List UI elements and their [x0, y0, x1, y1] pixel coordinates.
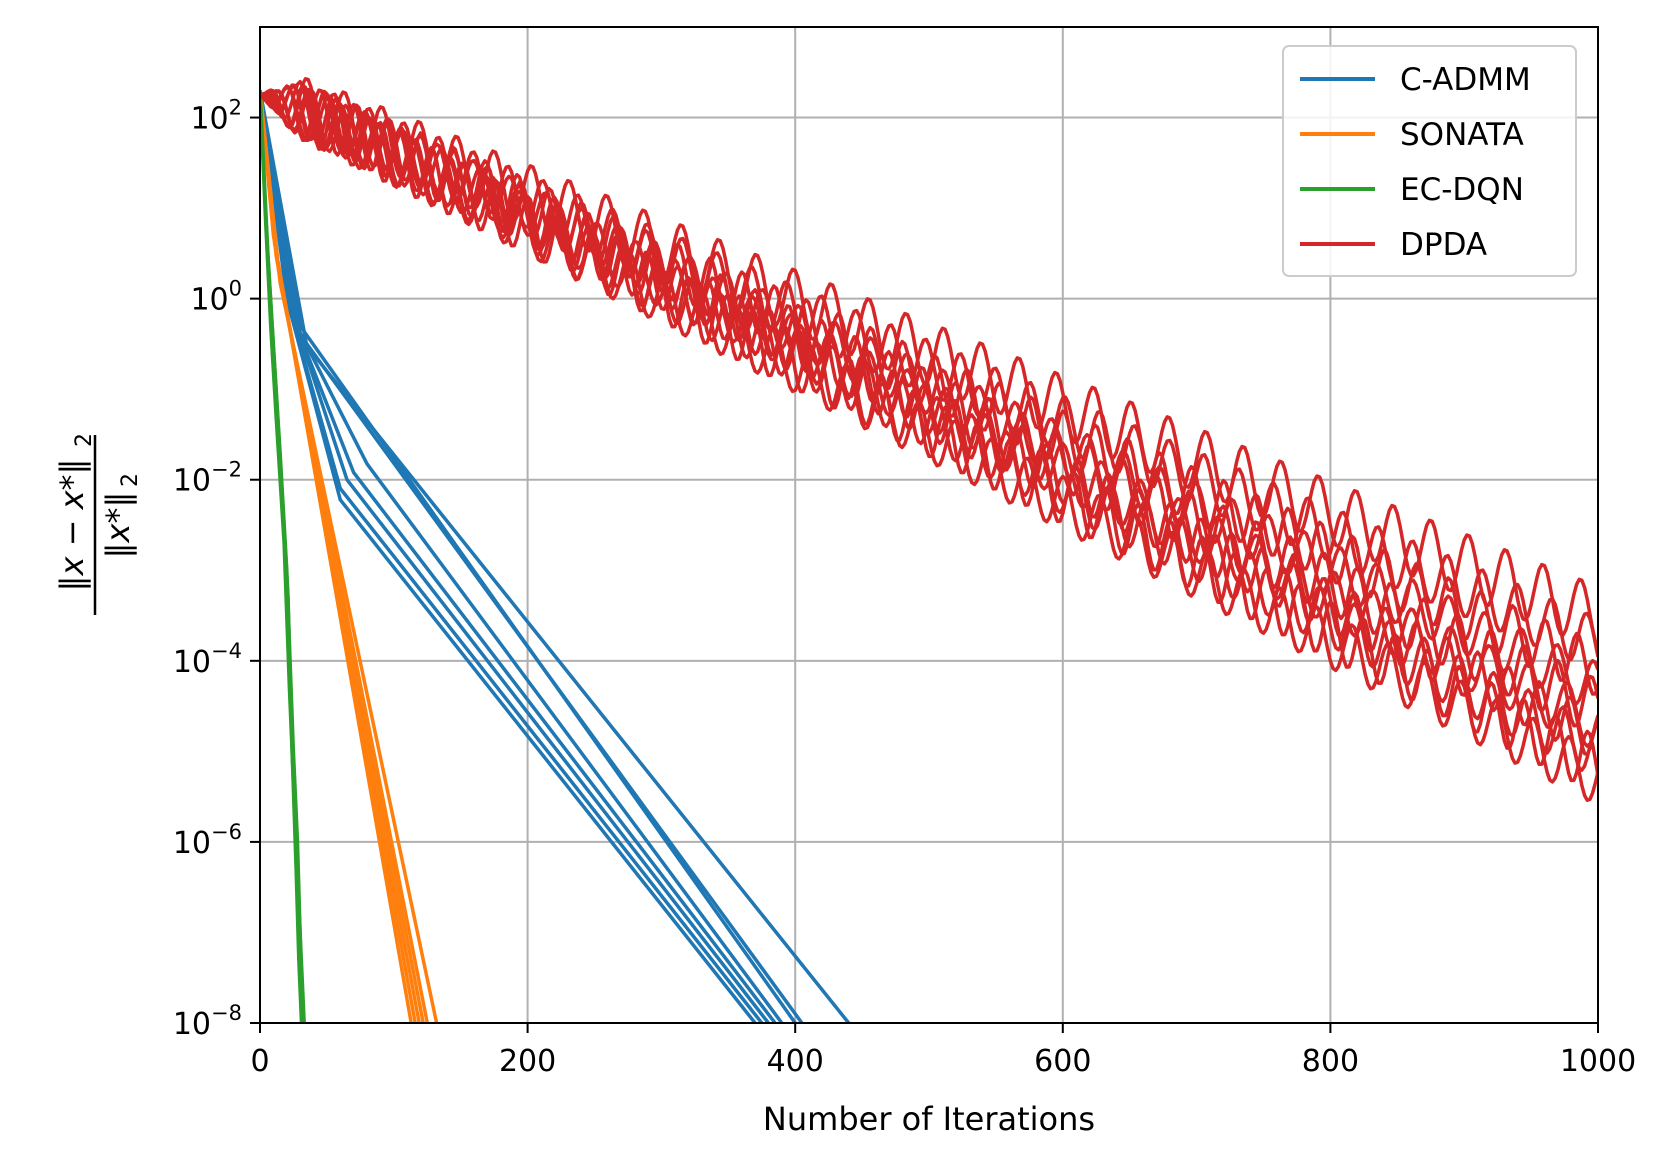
- legend-box: [1282, 45, 1577, 277]
- x-tick-label: 0: [250, 1044, 269, 1079]
- x-axis-label: Number of Iterations: [763, 1100, 1095, 1138]
- x-tick-label: 1000: [1560, 1044, 1636, 1079]
- plot-frame: [259, 26, 1599, 1024]
- y-label-numerator: ‖x − x*‖: [53, 458, 91, 591]
- y-tick-label: 10−4: [173, 639, 242, 680]
- y-tick-label: 102: [190, 96, 242, 137]
- x-axis-ticks: 0 200 400 600 800 1000: [250, 1023, 1636, 1079]
- y-label-denominator: ‖x*‖: [99, 492, 137, 559]
- legend-label-dpda: DPDA: [1400, 227, 1487, 263]
- series-line-dpda: [260, 85, 1598, 706]
- y-axis-ticks: 102 100 10−2 10−4 10−6 10−8: [173, 96, 260, 1042]
- x-tick-label: 400: [767, 1044, 824, 1079]
- legend-label-c-admm: C-ADMM: [1400, 62, 1531, 98]
- series-line-c-admm: [260, 89, 851, 1023]
- y-tick-label: 10−6: [173, 820, 242, 861]
- series-line-ec-dqn: [260, 90, 304, 1023]
- x-tick-label: 600: [1034, 1044, 1091, 1079]
- legend-label-ec-dqn: EC-DQN: [1400, 172, 1524, 208]
- x-tick-label: 200: [499, 1044, 556, 1079]
- y-label-numerator-subscript: 2: [72, 433, 97, 447]
- y-tick-label: 10−2: [173, 458, 242, 499]
- series-line-dpda: [260, 83, 1598, 696]
- y-axis-label: ‖x − x*‖ 2 ‖x*‖ 2: [53, 433, 143, 615]
- y-tick-label: 100: [190, 277, 242, 318]
- legend: C-ADMM SONATA EC-DQN DPDA: [1282, 45, 1577, 277]
- y-tick-label: 10−8: [173, 1001, 242, 1042]
- series-line-dpda: [260, 87, 1598, 757]
- x-tick-label: 800: [1302, 1044, 1359, 1079]
- series-line-dpda: [260, 83, 1598, 783]
- series-line-dpda: [260, 86, 1598, 803]
- series-group: [260, 77, 1598, 1023]
- series-line-sonata: [260, 90, 439, 1023]
- y-label-denominator-subscript: 2: [118, 473, 143, 487]
- legend-label-sonata: SONATA: [1400, 117, 1524, 153]
